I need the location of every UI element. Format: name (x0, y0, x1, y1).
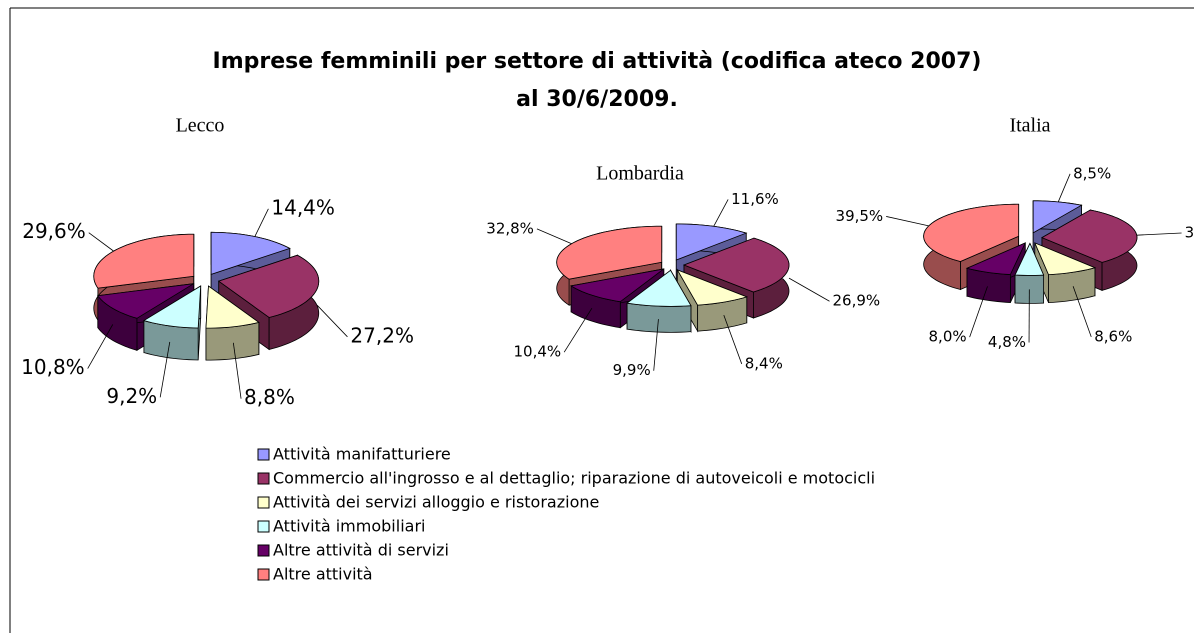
data-label: 39,5% (836, 207, 884, 225)
data-label: 8,4% (745, 354, 783, 372)
legend-swatch (257, 472, 270, 485)
legend-swatch (257, 544, 270, 557)
leader-line (1057, 173, 1071, 203)
leader-line (713, 199, 729, 227)
data-label: 8,5% (1073, 164, 1111, 182)
legend-label: Attività immobiliari (273, 517, 425, 536)
data-label: 8,6% (1094, 327, 1132, 345)
pie-tops (556, 223, 790, 307)
pie-title: Lombardia (596, 163, 684, 185)
leader-line (232, 342, 242, 399)
data-label: 9,9% (613, 361, 651, 379)
slice-side (626, 302, 692, 333)
data-label: 9,2% (106, 384, 157, 408)
leader-line (159, 341, 171, 398)
leader-line (254, 208, 269, 237)
pie-slice (1034, 242, 1097, 276)
pie-slice (965, 242, 1027, 275)
pie-slice (626, 269, 692, 307)
pie-slice (923, 203, 1020, 262)
data-label: 8,8% (244, 385, 295, 409)
chart-title: al 30/6/2009. (516, 87, 678, 112)
leader-line (563, 307, 593, 353)
data-label: 14,4% (271, 195, 335, 219)
data-label: 4,8% (988, 333, 1026, 351)
leader-line (788, 277, 830, 302)
leader-line (88, 232, 114, 252)
pie-slice (205, 285, 260, 329)
leader-line (969, 286, 988, 338)
legend-swatch (257, 496, 270, 509)
pie-slice (1041, 209, 1138, 263)
pie-slice (675, 223, 748, 261)
pie-slice (142, 285, 202, 329)
pie-title: Italia (1009, 115, 1050, 137)
chart-title: Imprese femminili per settore di attivit… (213, 49, 982, 74)
legend-label: Altre attività (273, 565, 373, 584)
legend-swatch (257, 520, 270, 533)
leader-line (316, 304, 348, 338)
pie-title: Lecco (176, 115, 225, 137)
legend-label: Attività manifatturiere (273, 445, 451, 464)
pie-slice (97, 283, 194, 319)
data-label: 27,2% (350, 323, 414, 347)
data-label: 29,6% (22, 219, 86, 243)
leader-line (886, 216, 929, 227)
data-label: 10,8% (21, 355, 85, 379)
pie-slice (217, 254, 320, 318)
pie-tops (93, 231, 320, 329)
legend-swatch (257, 448, 270, 461)
pie-tops (923, 200, 1138, 276)
leader-line (653, 319, 659, 371)
legend-swatch (257, 568, 270, 581)
data-label: 26,9% (832, 292, 880, 310)
pie-slice (682, 237, 790, 293)
leader-line (536, 228, 572, 245)
data-label: 30,6% (1185, 223, 1194, 241)
data-label: 11,6% (731, 190, 779, 208)
data-label: 32,8% (486, 219, 534, 237)
data-label: 10,4% (514, 343, 562, 361)
pie-slice (676, 269, 749, 306)
pie-slice (570, 268, 665, 303)
legend-label: Altre attività di servizi (273, 541, 449, 560)
pie-slice (210, 231, 291, 275)
data-label: 8,0% (929, 328, 967, 346)
legend-label: Commercio all'ingrosso e al dettaglio; r… (273, 469, 875, 488)
leader-line (87, 324, 114, 369)
pie-slice (1032, 200, 1083, 234)
legend-label: Attività dei servizi alloggio e ristoraz… (273, 493, 599, 512)
leader-line (1136, 232, 1182, 236)
leader-line (723, 314, 743, 365)
leader-line (1072, 286, 1092, 338)
pie-slice (1014, 242, 1045, 276)
